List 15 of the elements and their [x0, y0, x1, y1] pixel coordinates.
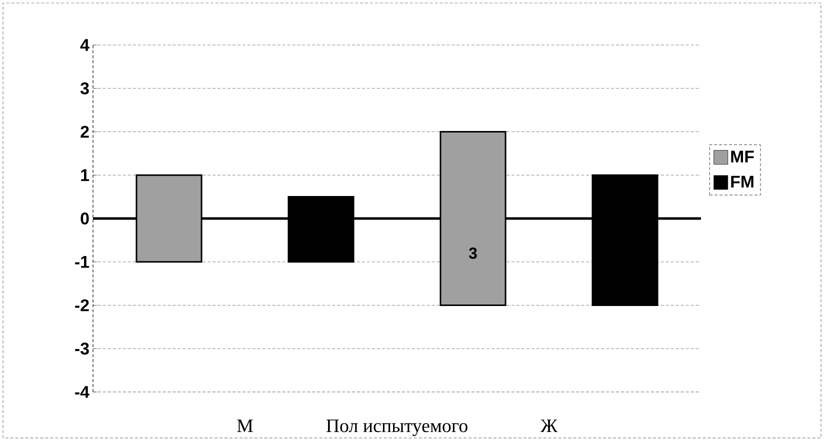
annotation: 3: [468, 248, 477, 259]
y-tick-label: 0: [80, 212, 89, 224]
y-tick-label: -4: [75, 386, 90, 398]
y-tick-label: 2: [80, 126, 89, 138]
x-tick-label: Ж: [540, 420, 558, 432]
y-tick-label: 4: [80, 39, 90, 51]
y-tick-label: -3: [75, 342, 89, 355]
legend-label: FM: [731, 176, 754, 188]
legend-label: MF: [731, 150, 754, 162]
y-tick-label: -1: [75, 256, 90, 268]
x-axis-title: Пол испытуемого: [326, 420, 468, 436]
y-tick-label: -2: [75, 299, 89, 312]
x-tick-label: М: [237, 420, 253, 432]
y-tick-label: 3: [80, 82, 89, 94]
y-tick-label: 1: [81, 169, 90, 181]
